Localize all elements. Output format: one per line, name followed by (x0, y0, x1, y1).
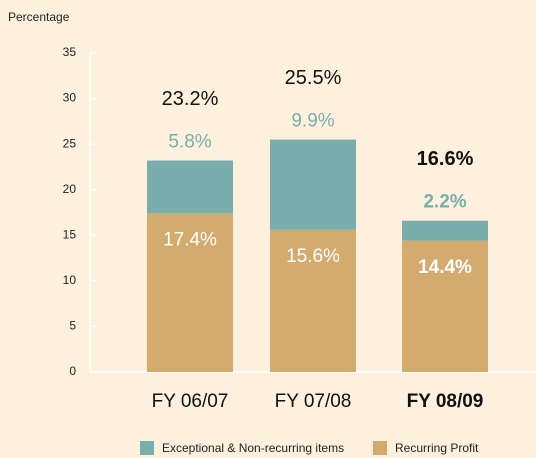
legend-label: Exceptional & Non-recurring items (162, 441, 344, 455)
segment-label: 2.2% (423, 192, 466, 213)
segment-label: 9.9% (291, 111, 334, 132)
y-tick-label: 25 (63, 136, 77, 150)
x-tick-label: FY 08/09 (407, 391, 484, 412)
y-tick-label: 10 (63, 273, 77, 287)
bar-segment (147, 160, 233, 214)
y-tick-label: 20 (63, 182, 77, 196)
bar-segment (147, 213, 233, 372)
legend-swatch (373, 441, 387, 455)
bar-segment (270, 229, 356, 372)
y-axis-label: Percentage (8, 10, 70, 24)
x-tick-label: FY 06/07 (152, 391, 229, 412)
x-tick-label: FY 07/08 (275, 391, 352, 412)
segment-label: 15.6% (286, 246, 340, 267)
y-tick-label: 35 (63, 45, 77, 59)
y-tick-label: 15 (63, 227, 77, 241)
bar-segment (270, 139, 356, 230)
segment-label: 5.8% (168, 132, 211, 153)
total-label: 25.5% (285, 67, 342, 89)
y-tick-label: 5 (69, 319, 76, 333)
bar-segment (402, 220, 488, 241)
bar-segment (402, 240, 488, 372)
segment-label: 14.4% (418, 257, 472, 278)
legend-label: Recurring Profit (395, 441, 479, 455)
y-tick-label: 30 (63, 91, 77, 105)
y-tick-label: 0 (69, 364, 76, 378)
legend-swatch (140, 441, 154, 455)
total-label: 23.2% (162, 88, 219, 110)
total-label: 16.6% (417, 148, 474, 170)
segment-label: 17.4% (163, 229, 217, 250)
